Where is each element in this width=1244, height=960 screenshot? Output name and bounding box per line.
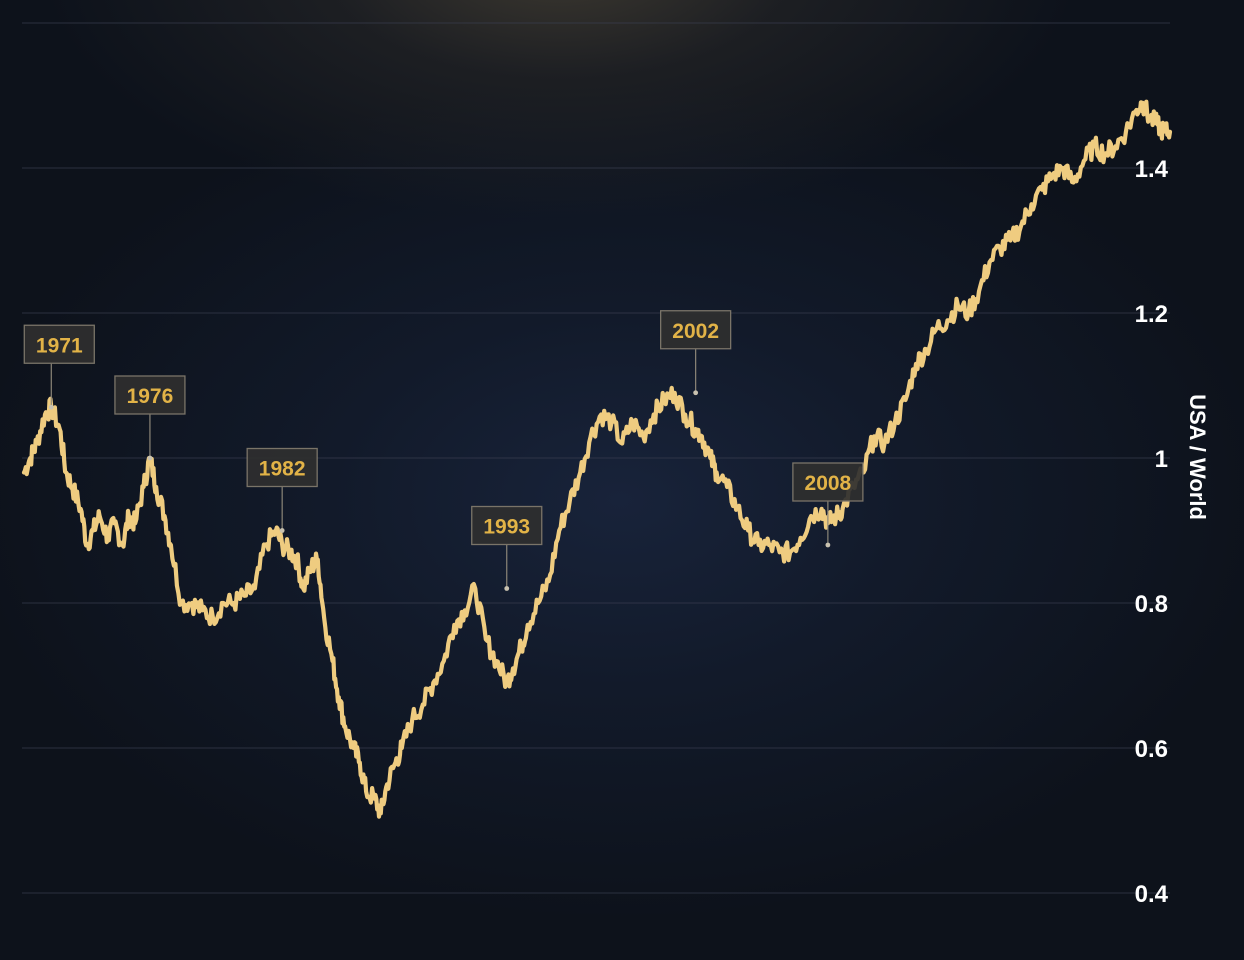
y-tick-label: 0.6 (1135, 736, 1168, 763)
y-tick-label: 0.8 (1135, 591, 1168, 618)
gridlines (22, 22, 1170, 894)
annotation-box (471, 505, 543, 546)
annotation-box (659, 310, 732, 350)
annotation-point (48, 404, 54, 410)
annotation-2008: 2008 (792, 462, 864, 548)
annotation-label: 1976 (127, 385, 174, 408)
annotation-1976: 1976 (114, 375, 186, 461)
y-tick-label: 1 (1155, 446, 1168, 473)
annotation-1982: 1982 (246, 447, 318, 533)
annotation-box (23, 324, 95, 364)
y-axis-title: USA / World (1185, 394, 1210, 520)
annotation-box (246, 447, 318, 488)
annotation-label: 1971 (36, 334, 83, 357)
series-layer (21, 99, 1173, 819)
annotation-point (504, 586, 510, 591)
annotation-1971: 1971 (23, 324, 95, 410)
annotation-label: 2002 (672, 320, 719, 343)
annotation-label: 1982 (259, 458, 306, 481)
annotation-box (792, 462, 864, 502)
y-tick-label: 0.4 (1135, 881, 1169, 908)
annotation-label: 2008 (805, 472, 852, 495)
annotation-point (825, 542, 831, 548)
annotation-2002: 2002 (659, 310, 732, 396)
series-line-usa-world (21, 99, 1173, 819)
annotations: 1971 1976 1982 1993 2002 2008 (23, 310, 864, 591)
annotation-1993: 1993 (471, 505, 543, 591)
y-tick-labels: 0.4 0.6 0.8 1 1.2 1.4 (1135, 156, 1169, 908)
annotation-point (279, 528, 285, 533)
annotation-point (147, 455, 153, 461)
annotation-point (693, 390, 699, 396)
annotation-box (114, 375, 186, 415)
y-tick-label: 1.4 (1135, 156, 1169, 183)
y-tick-label: 1.2 (1135, 301, 1168, 328)
annotation-label: 1993 (483, 516, 530, 539)
